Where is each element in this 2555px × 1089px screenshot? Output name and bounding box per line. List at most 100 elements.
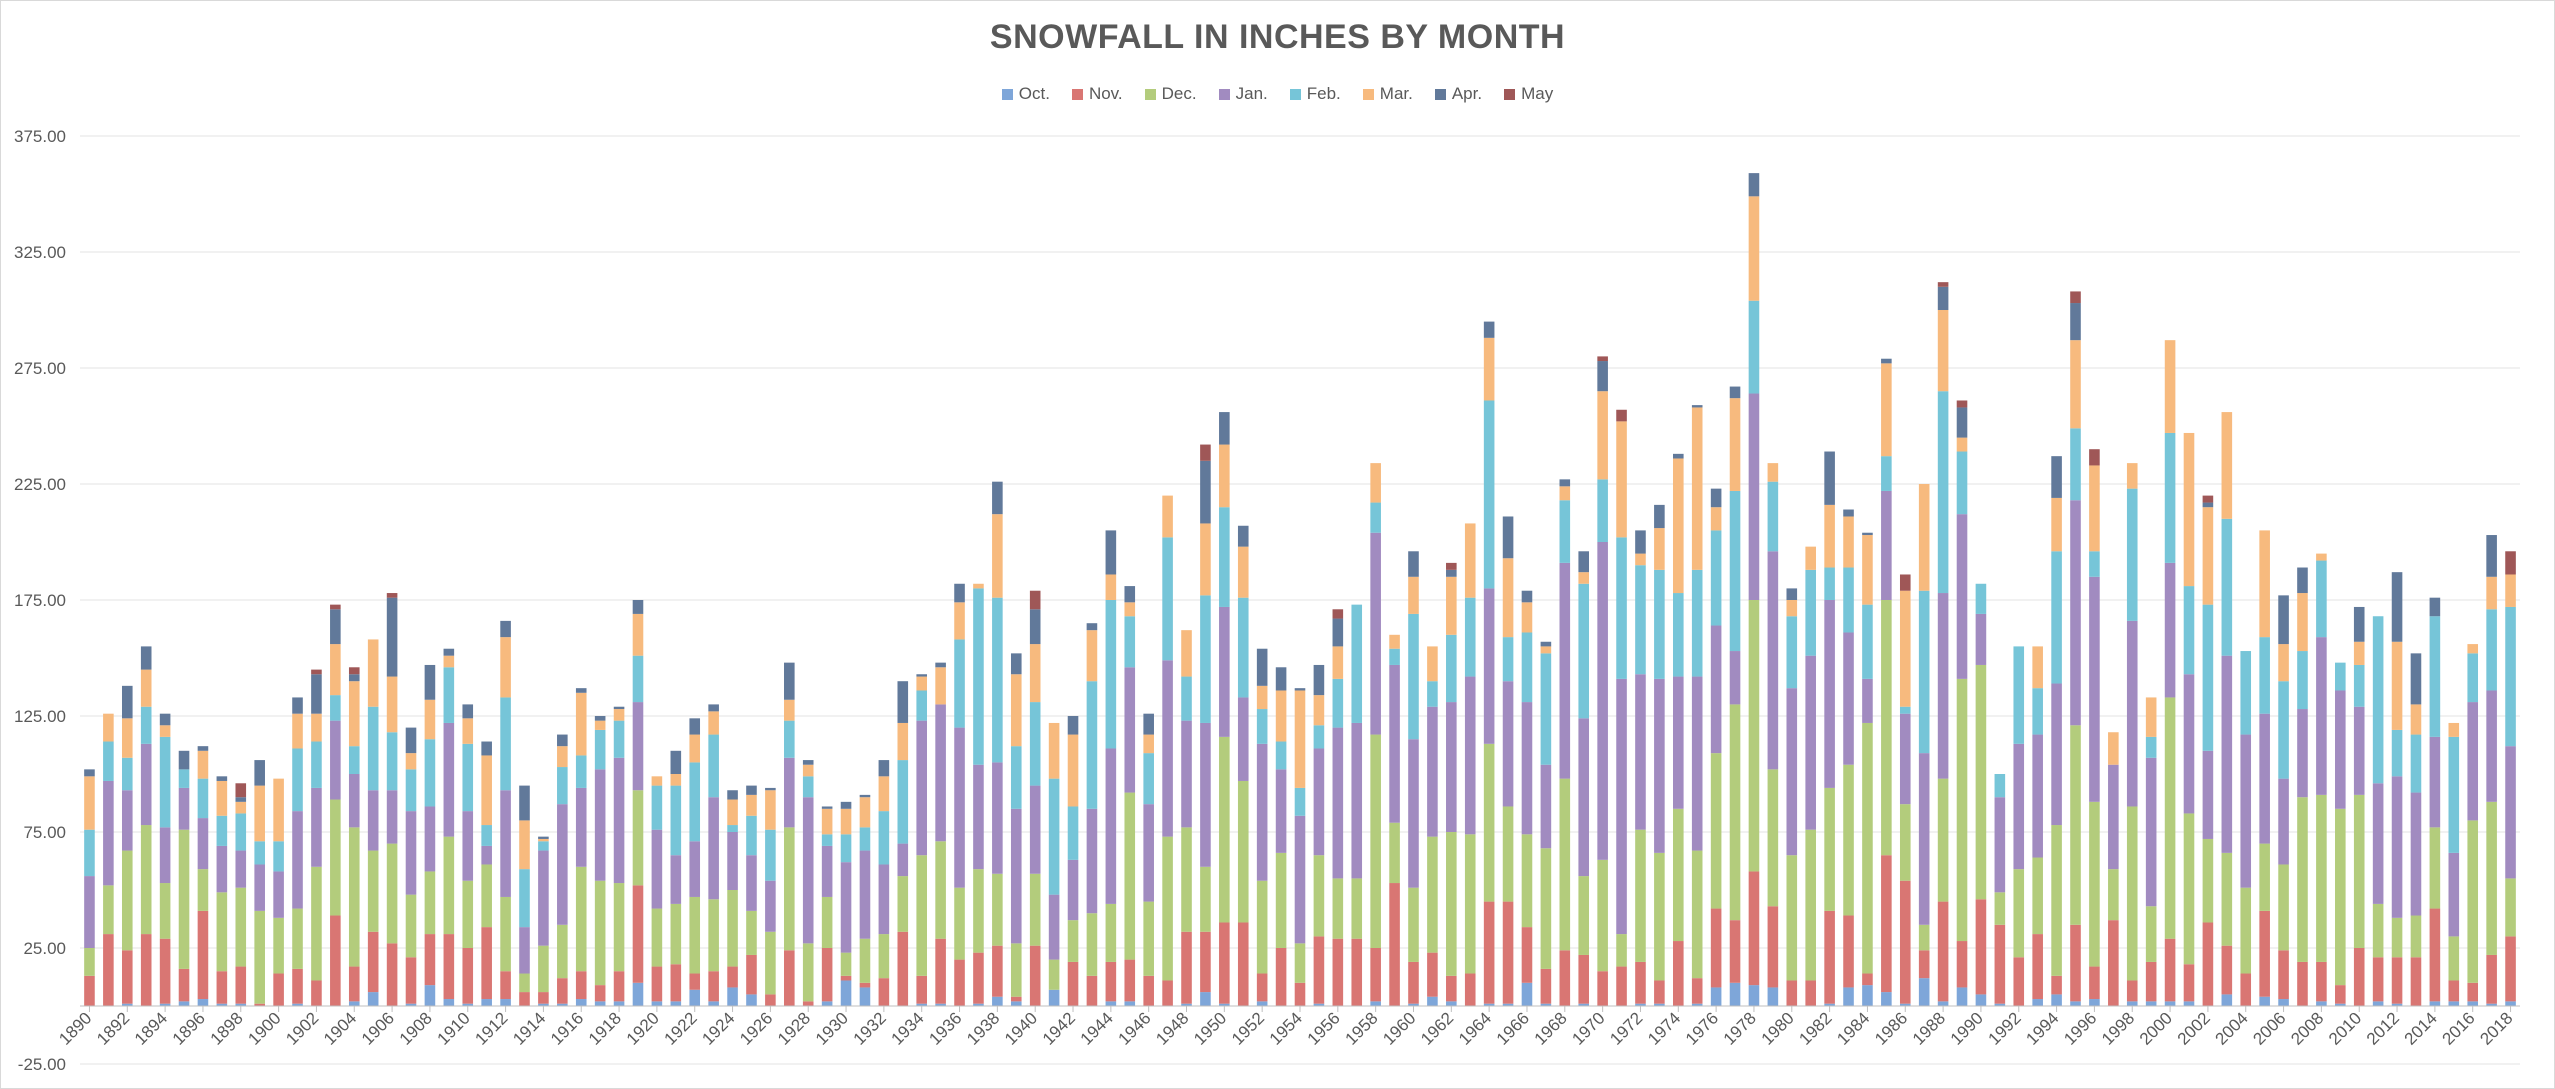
bar-segment (2448, 852, 2460, 937)
bar-segment (2353, 706, 2365, 795)
x-tick-label: 1990 (1947, 1009, 1987, 1049)
bar-segment (1824, 600, 1835, 788)
bar-segment (1691, 569, 1703, 677)
bar-segment (500, 637, 511, 698)
bar-segment (1540, 646, 1552, 654)
bar-segment (2126, 1001, 2138, 1006)
x-tick-label: 1964 (1455, 1009, 1495, 1049)
bar-segment (613, 971, 625, 1002)
bar-segment (1294, 815, 1306, 944)
bar-segment (1673, 458, 1684, 594)
bar-segment (1975, 899, 1987, 995)
bar-segment (859, 938, 871, 983)
bar-segment (594, 1001, 606, 1006)
bar-segment (1502, 1003, 1514, 1006)
bar-segment (1351, 938, 1363, 1006)
bar-segment (1219, 507, 1230, 607)
bar-segment (2278, 864, 2289, 951)
bar-segment (1654, 569, 1665, 679)
bar-segment (178, 769, 190, 788)
bar-segment (992, 873, 1003, 946)
bar-segment (2486, 535, 2497, 577)
legend-item: Nov. (1071, 84, 1123, 104)
bar-segment (2202, 922, 2214, 1006)
bar-segment (1124, 586, 1136, 603)
bar-segment (1540, 653, 1552, 765)
bar-segment (178, 787, 190, 830)
bar-segment (1446, 562, 1457, 570)
bar-segment (1010, 996, 1022, 1002)
bar-segment (2051, 497, 2062, 552)
bar-segment (613, 720, 625, 758)
bar-segment (443, 934, 455, 1000)
bar-segment (954, 727, 965, 888)
bar-segment (935, 667, 946, 705)
y-tick-label: 275.00 (14, 359, 66, 378)
x-tick-label: 1916 (547, 1009, 587, 1049)
bar-segment (1937, 1001, 1949, 1006)
bar-segment (1313, 664, 1325, 696)
bar-segment (821, 948, 833, 1002)
bar-segment (2372, 616, 2384, 784)
bar-segment (2070, 428, 2081, 501)
bar-segment (1010, 1001, 1022, 1006)
bar-segment (1256, 880, 1268, 974)
bar-segment (689, 734, 701, 763)
bar-segment (1729, 704, 1741, 921)
bar-segment (1389, 664, 1400, 823)
bar-segment (235, 1003, 247, 1006)
bar-segment (1710, 908, 1722, 988)
bar-segment (878, 811, 890, 865)
legend-swatch (1001, 88, 1013, 100)
bar-segment (1786, 616, 1798, 689)
bar-segment (2126, 620, 2138, 807)
bar-segment (935, 841, 946, 939)
bar-segment (254, 910, 265, 1004)
x-tick-label: 1980 (1758, 1009, 1798, 1049)
bar-segment (84, 829, 95, 877)
bar-segment (1597, 859, 1608, 972)
bar-segment (802, 797, 814, 944)
bar-segment (1446, 975, 1457, 1002)
bar-segment (2486, 576, 2497, 610)
bar-segment (1124, 602, 1136, 617)
bar-segment (2391, 572, 2403, 642)
bar-segment (1427, 996, 1438, 1006)
bar-segment (348, 667, 360, 675)
bar-segment (2164, 340, 2176, 433)
bar-segment (1862, 535, 1873, 605)
bar-segment (348, 827, 360, 967)
bar-segment (1843, 632, 1854, 765)
bar-segment (2183, 586, 2195, 675)
x-tick-label: 1936 (925, 1009, 965, 1049)
bar-segment (1483, 321, 1495, 338)
bar-segment (1956, 514, 1968, 679)
bar-segment (632, 600, 644, 614)
bar-segment (121, 685, 133, 719)
bar-segment (500, 999, 511, 1006)
bar-segment (2259, 530, 2270, 638)
x-tick-label: 1970 (1568, 1009, 1608, 1049)
bar-segment (2089, 801, 2100, 967)
y-tick-label: 25.00 (23, 939, 66, 958)
bar-segment (386, 943, 398, 1006)
bar-segment (1446, 1001, 1457, 1006)
legend-item: Dec. (1144, 84, 1197, 104)
bar-segment (2486, 954, 2497, 1004)
bar-segment (575, 999, 587, 1006)
bar-segment (2486, 609, 2497, 691)
bar-segment (1105, 903, 1117, 962)
bar-segment (1597, 361, 1608, 392)
bar-segment (746, 994, 757, 1006)
x-tick-label: 1918 (585, 1009, 625, 1049)
bar-segment (197, 910, 209, 1000)
bar-segment (1370, 1001, 1381, 1006)
bar-segment (802, 943, 814, 1002)
bar-segment (1635, 829, 1646, 962)
bar-segment (632, 655, 644, 703)
bar-segment (405, 1003, 417, 1006)
bar-segment (273, 841, 284, 872)
bar-segment (1143, 975, 1154, 1006)
bar-segment (2448, 1001, 2460, 1006)
bar-segment (178, 968, 190, 1002)
